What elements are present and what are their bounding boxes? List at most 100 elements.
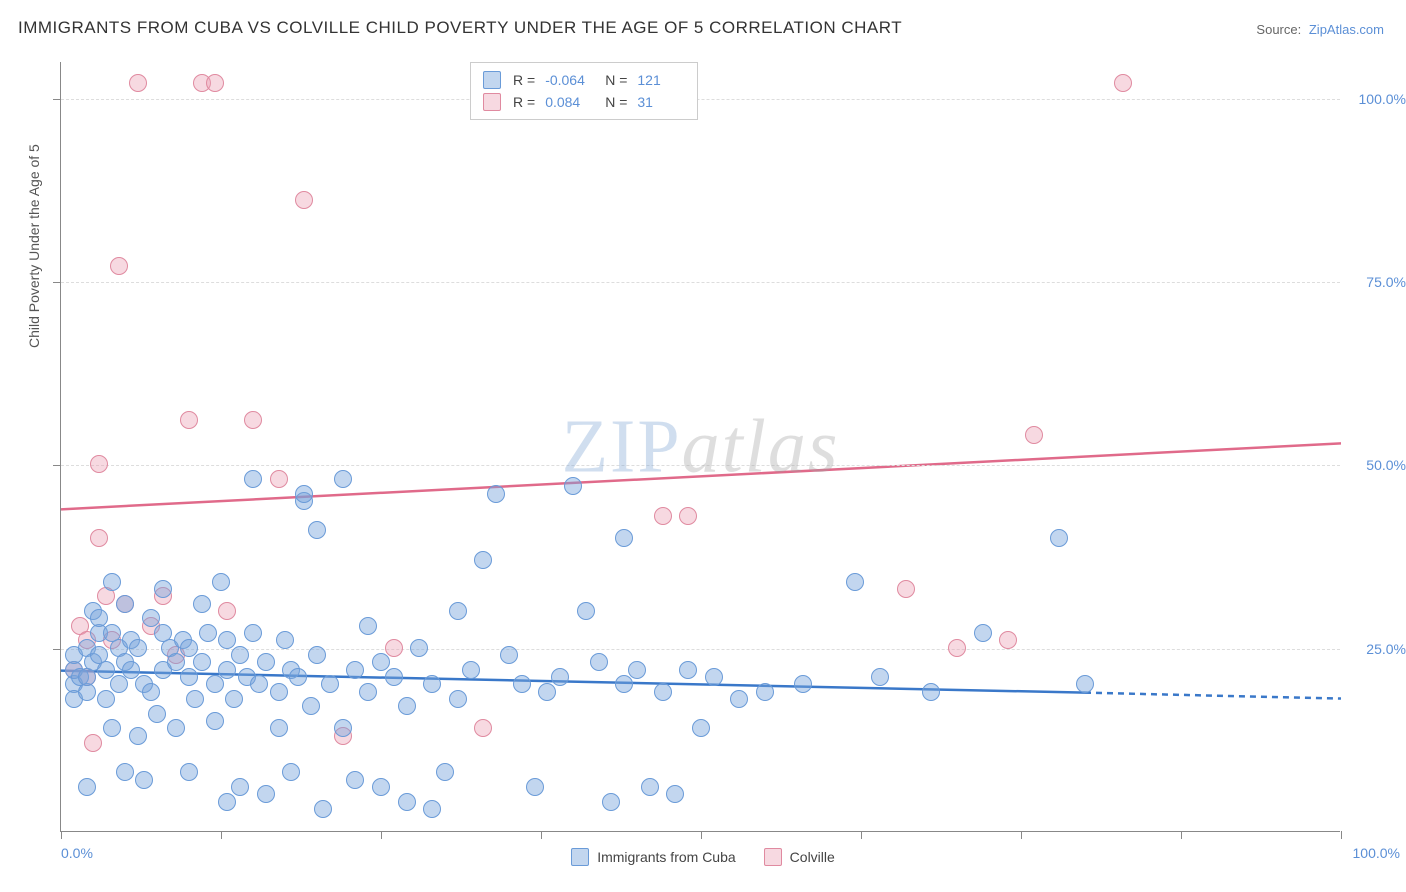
data-point-cuba [615, 529, 633, 547]
data-point-cuba [206, 675, 224, 693]
data-point-cuba [922, 683, 940, 701]
data-point-cuba [590, 653, 608, 671]
legend-series-label: Colville [790, 849, 835, 865]
data-point-colville [90, 529, 108, 547]
data-point-cuba [244, 470, 262, 488]
n-label: N = [605, 91, 627, 113]
data-point-cuba [244, 624, 262, 642]
data-point-cuba [180, 668, 198, 686]
data-point-colville [110, 257, 128, 275]
data-point-cuba [129, 727, 147, 745]
data-point-cuba [308, 521, 326, 539]
data-point-cuba [218, 661, 236, 679]
data-point-cuba [129, 639, 147, 657]
x-tick-mark [1341, 831, 1342, 839]
data-point-cuba [218, 793, 236, 811]
data-point-cuba [78, 778, 96, 796]
data-point-cuba [167, 653, 185, 671]
data-point-cuba [250, 675, 268, 693]
x-tick-mark [701, 831, 702, 839]
data-point-cuba [487, 485, 505, 503]
y-tick-label: 75.0% [1348, 274, 1406, 290]
data-point-cuba [730, 690, 748, 708]
data-point-cuba [551, 668, 569, 686]
data-point-cuba [295, 485, 313, 503]
data-point-cuba [142, 609, 160, 627]
data-point-cuba [474, 551, 492, 569]
y-tick-mark [53, 649, 61, 650]
data-point-cuba [142, 683, 160, 701]
data-point-cuba [794, 675, 812, 693]
data-point-cuba [270, 719, 288, 737]
data-point-cuba [257, 653, 275, 671]
x-tick-mark [381, 831, 382, 839]
y-tick-mark [53, 99, 61, 100]
x-tick-mark [61, 831, 62, 839]
gridline [61, 282, 1340, 283]
data-point-cuba [270, 683, 288, 701]
data-point-colville [295, 191, 313, 209]
data-point-cuba [423, 800, 441, 818]
data-point-colville [244, 411, 262, 429]
data-point-cuba [410, 639, 428, 657]
gridline [61, 649, 1340, 650]
data-point-cuba [289, 668, 307, 686]
n-label: N = [605, 69, 627, 91]
chart-container: IMMIGRANTS FROM CUBA VS COLVILLE CHILD P… [0, 0, 1406, 892]
data-point-colville [948, 639, 966, 657]
data-point-colville [654, 507, 672, 525]
data-point-cuba [116, 763, 134, 781]
data-point-cuba [705, 668, 723, 686]
data-point-cuba [154, 580, 172, 598]
data-point-cuba [193, 595, 211, 613]
legend-series-item: Immigrants from Cuba [571, 848, 735, 866]
data-point-cuba [462, 661, 480, 679]
data-point-cuba [122, 661, 140, 679]
data-point-cuba [398, 697, 416, 715]
data-point-cuba [103, 719, 121, 737]
trend-lines [61, 62, 1341, 832]
x-tick-mark [1021, 831, 1022, 839]
data-point-cuba [302, 697, 320, 715]
data-point-colville [897, 580, 915, 598]
data-point-cuba [564, 477, 582, 495]
data-point-colville [84, 734, 102, 752]
data-point-cuba [423, 675, 441, 693]
data-point-cuba [436, 763, 454, 781]
data-point-colville [206, 74, 224, 92]
r-value: 0.084 [545, 91, 593, 113]
x-tick-mark [541, 831, 542, 839]
data-point-colville [1114, 74, 1132, 92]
data-point-cuba [321, 675, 339, 693]
gridline [61, 99, 1340, 100]
data-point-cuba [359, 683, 377, 701]
data-point-cuba [359, 617, 377, 635]
data-point-cuba [334, 719, 352, 737]
data-point-cuba [282, 763, 300, 781]
watermark-atlas: atlas [682, 404, 840, 488]
data-point-colville [474, 719, 492, 737]
data-point-cuba [180, 639, 198, 657]
legend-correlation: R =-0.064N =121R =0.084N =31 [470, 62, 698, 120]
data-point-cuba [186, 690, 204, 708]
data-point-cuba [135, 771, 153, 789]
data-point-cuba [449, 602, 467, 620]
gridline [61, 465, 1340, 466]
data-point-cuba [116, 595, 134, 613]
data-point-colville [218, 602, 236, 620]
data-point-cuba [334, 470, 352, 488]
plot-area: ZIPatlas 0.0% 100.0% 25.0%50.0%75.0%100.… [60, 62, 1340, 832]
data-point-cuba [148, 705, 166, 723]
data-point-cuba [846, 573, 864, 591]
data-point-cuba [526, 778, 544, 796]
watermark: ZIPatlas [562, 403, 840, 490]
data-point-cuba [206, 712, 224, 730]
y-tick-mark [53, 282, 61, 283]
x-tick-mark [1181, 831, 1182, 839]
data-point-cuba [346, 771, 364, 789]
data-point-colville [1025, 426, 1043, 444]
data-point-cuba [449, 690, 467, 708]
y-tick-label: 25.0% [1348, 641, 1406, 657]
data-point-cuba [1050, 529, 1068, 547]
source-link[interactable]: ZipAtlas.com [1309, 22, 1384, 37]
